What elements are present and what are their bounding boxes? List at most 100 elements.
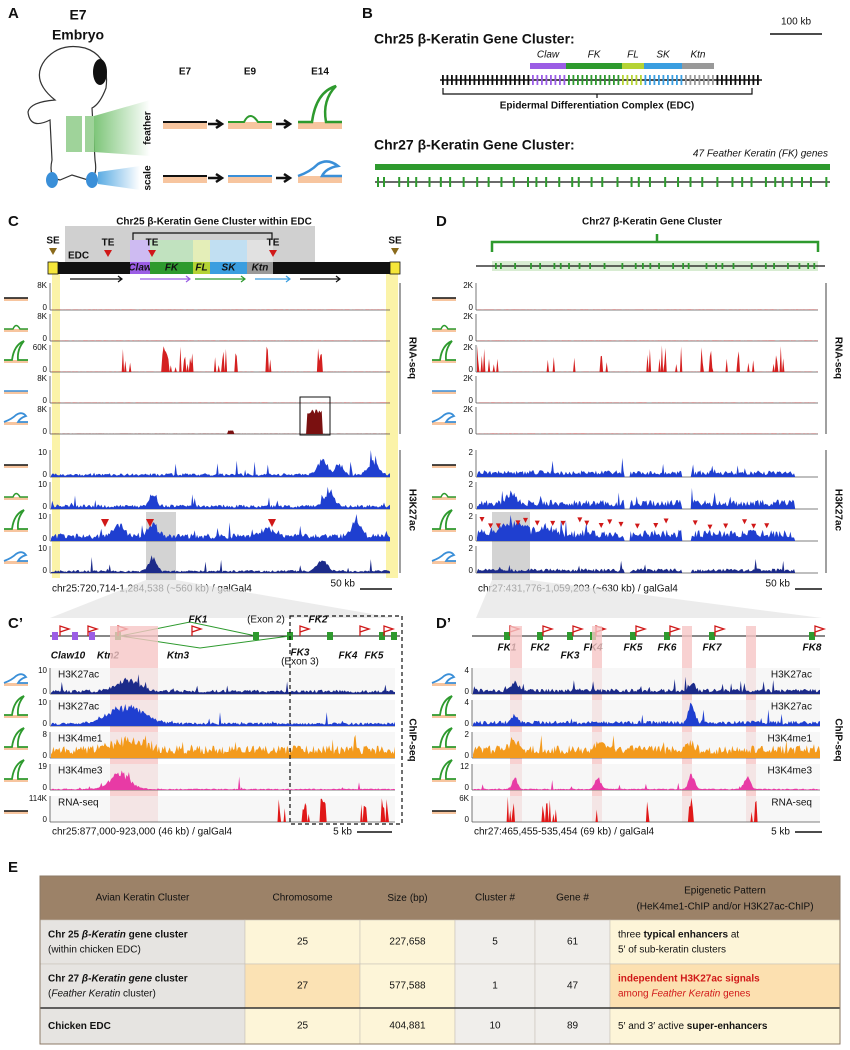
track-min: 0 [465, 687, 470, 696]
signal [51, 555, 390, 573]
scale-bar-label: 5 kb [333, 827, 352, 838]
box [825, 177, 828, 187]
box [4, 422, 28, 425]
box [563, 75, 566, 85]
signal [473, 773, 820, 790]
box [4, 497, 28, 500]
te-marker [104, 250, 112, 257]
box [210, 240, 247, 264]
box [787, 263, 789, 269]
te-marker [584, 520, 590, 526]
track-name: H3K27ac [771, 702, 812, 713]
box [680, 75, 683, 85]
te-marker [522, 517, 528, 523]
track-max: 2 [469, 544, 474, 553]
signal [477, 457, 818, 477]
box [676, 75, 678, 85]
box [572, 75, 575, 85]
rich-text: (Feather Keratin cluster) [48, 988, 156, 999]
box [389, 261, 401, 275]
box [764, 177, 767, 187]
signal [51, 486, 390, 509]
scale-bar-label: 50 kb [766, 579, 791, 590]
subcluster-label: SK [222, 263, 237, 274]
signal [477, 558, 818, 573]
box [577, 177, 580, 187]
text-segment: Chicken EDC [48, 1021, 111, 1032]
track-max: 8K [37, 312, 47, 321]
box [685, 75, 687, 85]
box [689, 75, 692, 85]
te-label: TE [102, 238, 115, 249]
box [694, 75, 696, 85]
panel-label: D [436, 213, 447, 230]
track-max: 2K [463, 374, 473, 383]
box [741, 177, 744, 187]
box [599, 75, 602, 85]
box [298, 176, 342, 183]
box [687, 263, 690, 269]
track-min: 0 [43, 534, 48, 543]
te-marker [515, 520, 521, 526]
icon [432, 492, 456, 498]
box [586, 75, 588, 85]
tss-flag [191, 625, 204, 636]
box [721, 75, 723, 85]
track-max: 2K [463, 405, 473, 414]
subcluster-label: Claw [537, 50, 560, 61]
box [523, 75, 525, 85]
track-min: 0 [469, 427, 474, 436]
te-marker [560, 520, 566, 526]
box [536, 75, 539, 85]
scale-bar-label: 50 kb [331, 579, 356, 590]
box [150, 262, 193, 274]
track-min: 0 [469, 303, 474, 312]
tss-flag [814, 625, 827, 636]
box [682, 63, 714, 69]
table-cell: 1 [492, 981, 498, 992]
box [603, 263, 606, 269]
skin [298, 84, 342, 124]
embryo-eye [93, 59, 107, 85]
box [545, 75, 548, 85]
track-min: 0 [43, 502, 48, 511]
te-marker [742, 519, 748, 525]
box [637, 177, 640, 187]
text-segment: Chr 27 [48, 973, 82, 984]
signal [51, 704, 395, 726]
box [4, 747, 28, 750]
box [432, 298, 456, 301]
scale-bar-label: 100 kb [781, 17, 811, 28]
box [604, 75, 606, 85]
box [487, 75, 489, 85]
box [716, 75, 719, 85]
track-min: 0 [469, 365, 474, 374]
table-cell: 227,658 [389, 937, 426, 948]
box [571, 177, 574, 187]
box [66, 116, 82, 152]
track-name: RNA-seq [58, 798, 99, 809]
box [589, 263, 591, 269]
stage-label: E9 [244, 67, 257, 78]
box [247, 262, 273, 274]
gene-label: FK2 [309, 615, 328, 626]
embryo-foot [46, 172, 58, 188]
box [375, 164, 830, 170]
te-marker [495, 523, 501, 529]
box [244, 1007, 361, 1045]
signal [473, 676, 820, 694]
scale-bar-label: 5 kb [771, 827, 790, 838]
box [432, 329, 456, 332]
track-min: 0 [469, 566, 474, 575]
signal [51, 346, 390, 372]
box [210, 262, 247, 274]
track-max: 8K [37, 405, 47, 414]
box [707, 75, 710, 85]
gene-label: FK1 [498, 643, 517, 654]
skin [228, 115, 272, 123]
box [644, 63, 682, 69]
side-label: ChIP-seq [406, 718, 417, 761]
box [464, 75, 467, 85]
te-marker [534, 520, 540, 526]
box [72, 632, 78, 640]
